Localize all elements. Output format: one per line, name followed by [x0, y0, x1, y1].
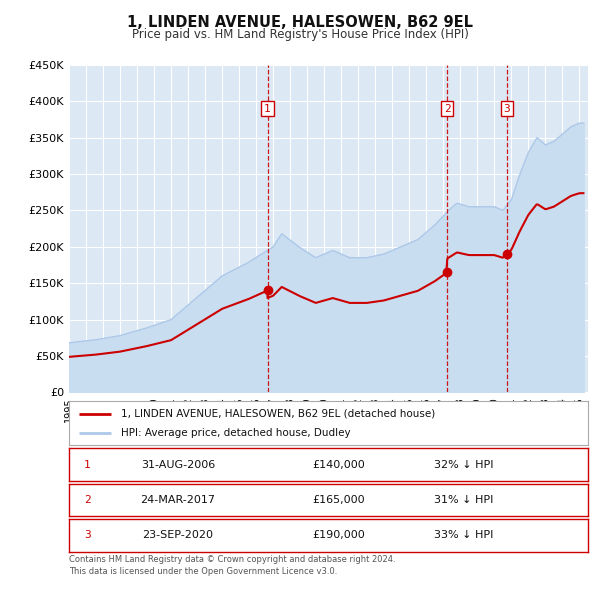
Text: 31% ↓ HPI: 31% ↓ HPI	[434, 495, 493, 505]
Text: 3: 3	[503, 104, 510, 113]
Text: 1: 1	[84, 460, 91, 470]
Text: 23-SEP-2020: 23-SEP-2020	[142, 530, 214, 540]
Text: 32% ↓ HPI: 32% ↓ HPI	[434, 460, 493, 470]
Text: 31-AUG-2006: 31-AUG-2006	[141, 460, 215, 470]
Text: Price paid vs. HM Land Registry's House Price Index (HPI): Price paid vs. HM Land Registry's House …	[131, 28, 469, 41]
Text: £165,000: £165,000	[313, 495, 365, 505]
Text: £140,000: £140,000	[313, 460, 365, 470]
Text: 2: 2	[84, 495, 91, 505]
Text: 2: 2	[444, 104, 451, 113]
Text: 1: 1	[264, 104, 271, 113]
Text: HPI: Average price, detached house, Dudley: HPI: Average price, detached house, Dudl…	[121, 428, 350, 438]
Text: 3: 3	[84, 530, 91, 540]
Text: 24-MAR-2017: 24-MAR-2017	[140, 495, 215, 505]
Text: Contains HM Land Registry data © Crown copyright and database right 2024.
This d: Contains HM Land Registry data © Crown c…	[69, 555, 395, 576]
Text: £190,000: £190,000	[313, 530, 365, 540]
Text: 33% ↓ HPI: 33% ↓ HPI	[434, 530, 493, 540]
Text: 1, LINDEN AVENUE, HALESOWEN, B62 9EL: 1, LINDEN AVENUE, HALESOWEN, B62 9EL	[127, 15, 473, 30]
Text: 1, LINDEN AVENUE, HALESOWEN, B62 9EL (detached house): 1, LINDEN AVENUE, HALESOWEN, B62 9EL (de…	[121, 409, 435, 418]
